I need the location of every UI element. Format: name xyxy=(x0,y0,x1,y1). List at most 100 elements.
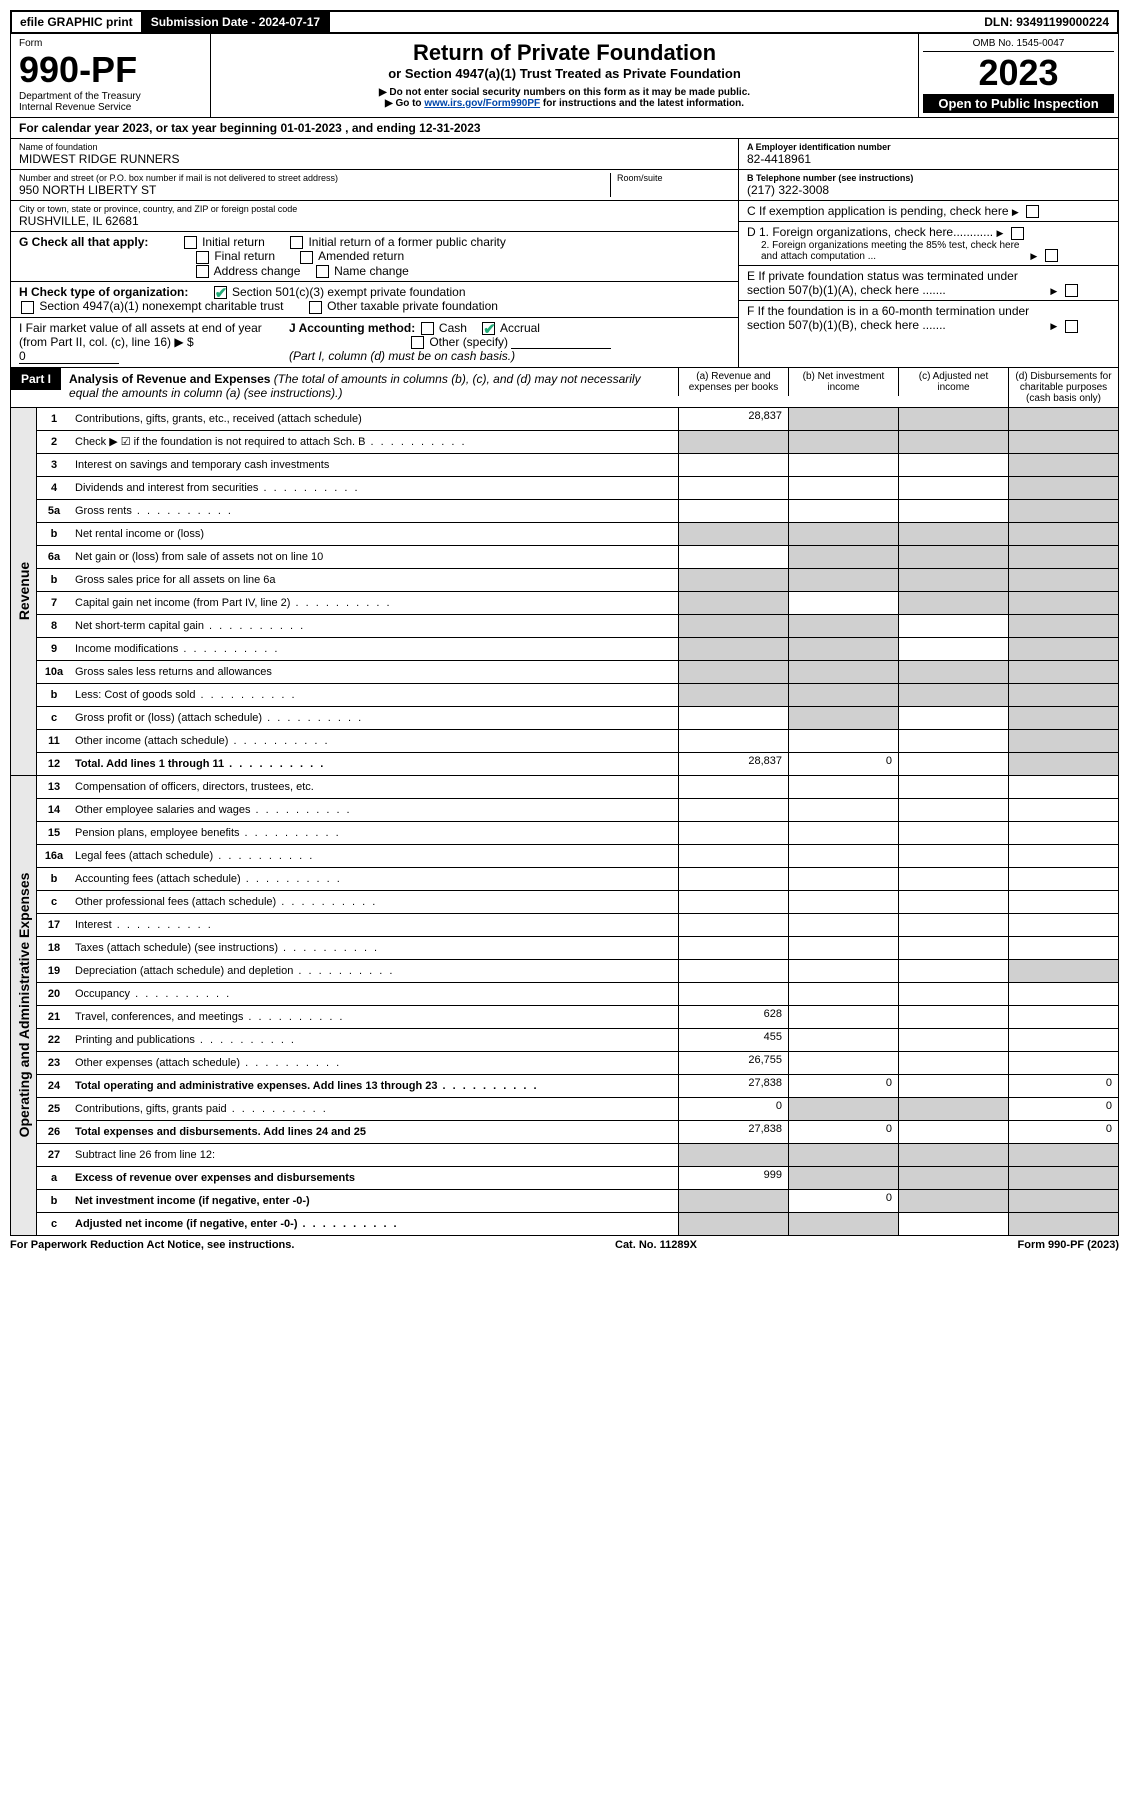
row-num: 10a xyxy=(37,664,71,680)
chk-name[interactable] xyxy=(316,265,329,278)
cell-col-b xyxy=(788,684,898,706)
dept: Department of the Treasury xyxy=(19,91,202,102)
cell-col-a: 628 xyxy=(678,1006,788,1028)
submission-date: Submission Date - 2024-07-17 xyxy=(143,12,330,32)
chk-d2[interactable] xyxy=(1045,249,1058,262)
j-label: J Accounting method: xyxy=(289,321,415,335)
cell-col-d: 0 xyxy=(1008,1098,1118,1120)
cell-col-c xyxy=(898,661,1008,683)
chk-4947[interactable] xyxy=(21,301,34,314)
cell-col-d xyxy=(1008,408,1118,430)
cell-col-b xyxy=(788,983,898,1005)
page-footer: For Paperwork Reduction Act Notice, see … xyxy=(10,1236,1119,1254)
name-label: Name of foundation xyxy=(19,142,730,152)
chk-501c3[interactable] xyxy=(214,286,227,299)
chk-f[interactable] xyxy=(1065,320,1078,333)
telephone: (217) 322-3008 xyxy=(747,183,1110,197)
cell-col-b xyxy=(788,431,898,453)
cell-col-b xyxy=(788,1029,898,1051)
f-text: F If the foundation is in a 60-month ter… xyxy=(747,304,1047,332)
cell-col-a xyxy=(678,523,788,545)
row-desc: Accounting fees (attach schedule) xyxy=(71,871,678,887)
chk-cash[interactable] xyxy=(421,322,434,335)
cell-col-d xyxy=(1008,1213,1118,1235)
chk-amended[interactable] xyxy=(300,251,313,264)
cell-col-b xyxy=(788,891,898,913)
row-desc: Capital gain net income (from Part IV, l… xyxy=(71,595,678,611)
top-bar: efile GRAPHIC print Submission Date - 20… xyxy=(10,10,1119,34)
cell-col-b: 0 xyxy=(788,1075,898,1097)
row-desc: Other income (attach schedule) xyxy=(71,733,678,749)
foundation-name: MIDWEST RIDGE RUNNERS xyxy=(19,152,730,166)
row-desc: Subtract line 26 from line 12: xyxy=(71,1147,678,1163)
chk-initial-former[interactable] xyxy=(290,236,303,249)
j-note: (Part I, column (d) must be on cash basi… xyxy=(289,349,515,363)
cell-col-b xyxy=(788,1167,898,1189)
cell-col-d xyxy=(1008,753,1118,775)
row-desc: Check ▶ ☑ if the foundation is not requi… xyxy=(71,433,678,450)
row-num: 24 xyxy=(37,1078,71,1094)
chk-accrual[interactable] xyxy=(482,322,495,335)
table-row: 1Contributions, gifts, grants, etc., rec… xyxy=(37,408,1118,431)
cell-col-a: 28,837 xyxy=(678,753,788,775)
cell-col-b xyxy=(788,776,898,798)
cell-col-c xyxy=(898,523,1008,545)
cell-col-a xyxy=(678,868,788,890)
fmv-value: 0 xyxy=(19,349,119,364)
cell-col-d xyxy=(1008,868,1118,890)
cell-col-a xyxy=(678,546,788,568)
irs-link[interactable]: www.irs.gov/Form990PF xyxy=(424,98,540,109)
cell-col-a xyxy=(678,638,788,660)
row-desc: Total operating and administrative expen… xyxy=(71,1078,678,1094)
chk-address[interactable] xyxy=(196,265,209,278)
table-row: 11Other income (attach schedule) xyxy=(37,730,1118,753)
row-num: 6a xyxy=(37,549,71,565)
room-label: Room/suite xyxy=(617,173,730,183)
chk-c[interactable] xyxy=(1026,205,1039,218)
cell-col-c xyxy=(898,868,1008,890)
form-page: efile GRAPHIC print Submission Date - 20… xyxy=(10,10,1119,1254)
g-opt-5: Name change xyxy=(334,264,409,278)
cell-col-a: 27,838 xyxy=(678,1121,788,1143)
tax-year: 2023 xyxy=(923,52,1114,94)
j-other: Other (specify) xyxy=(429,335,508,349)
cell-col-c xyxy=(898,1213,1008,1235)
form-subtitle: or Section 4947(a)(1) Trust Treated as P… xyxy=(217,66,912,81)
cell-col-a xyxy=(678,1190,788,1212)
row-desc: Pension plans, employee benefits xyxy=(71,825,678,841)
chk-other-pf[interactable] xyxy=(309,301,322,314)
cell-col-c xyxy=(898,1098,1008,1120)
row-num: 13 xyxy=(37,779,71,795)
row-desc: Taxes (attach schedule) (see instruction… xyxy=(71,940,678,956)
row-desc: Compensation of officers, directors, tru… xyxy=(71,779,678,795)
cell-col-c xyxy=(898,753,1008,775)
chk-d1[interactable] xyxy=(1011,227,1024,240)
table-row: 10aGross sales less returns and allowanc… xyxy=(37,661,1118,684)
chk-initial[interactable] xyxy=(184,236,197,249)
row-num: 19 xyxy=(37,963,71,979)
row-num: 8 xyxy=(37,618,71,634)
row-num: 17 xyxy=(37,917,71,933)
cell-col-d: 0 xyxy=(1008,1121,1118,1143)
table-row: 26Total expenses and disbursements. Add … xyxy=(37,1121,1118,1144)
cell-col-b: 0 xyxy=(788,1190,898,1212)
cell-col-c xyxy=(898,1006,1008,1028)
cell-col-c xyxy=(898,431,1008,453)
table-row: 19Depreciation (attach schedule) and dep… xyxy=(37,960,1118,983)
h-label: H Check type of organization: xyxy=(19,285,188,299)
row-desc: Contributions, gifts, grants, etc., rece… xyxy=(71,411,678,427)
cell-col-a xyxy=(678,431,788,453)
table-row: 18Taxes (attach schedule) (see instructi… xyxy=(37,937,1118,960)
chk-final[interactable] xyxy=(196,251,209,264)
table-row: 16aLegal fees (attach schedule) xyxy=(37,845,1118,868)
row-desc: Gross sales price for all assets on line… xyxy=(71,572,678,588)
cell-col-b xyxy=(788,546,898,568)
chk-e[interactable] xyxy=(1065,284,1078,297)
form-header: Form 990-PF Department of the Treasury I… xyxy=(10,34,1119,118)
section-d: D 1. Foreign organizations, check here..… xyxy=(739,222,1118,266)
cell-col-a xyxy=(678,914,788,936)
table-row: 7Capital gain net income (from Part IV, … xyxy=(37,592,1118,615)
cell-col-b xyxy=(788,638,898,660)
chk-otheracct[interactable] xyxy=(411,336,424,349)
table-row: 14Other employee salaries and wages xyxy=(37,799,1118,822)
